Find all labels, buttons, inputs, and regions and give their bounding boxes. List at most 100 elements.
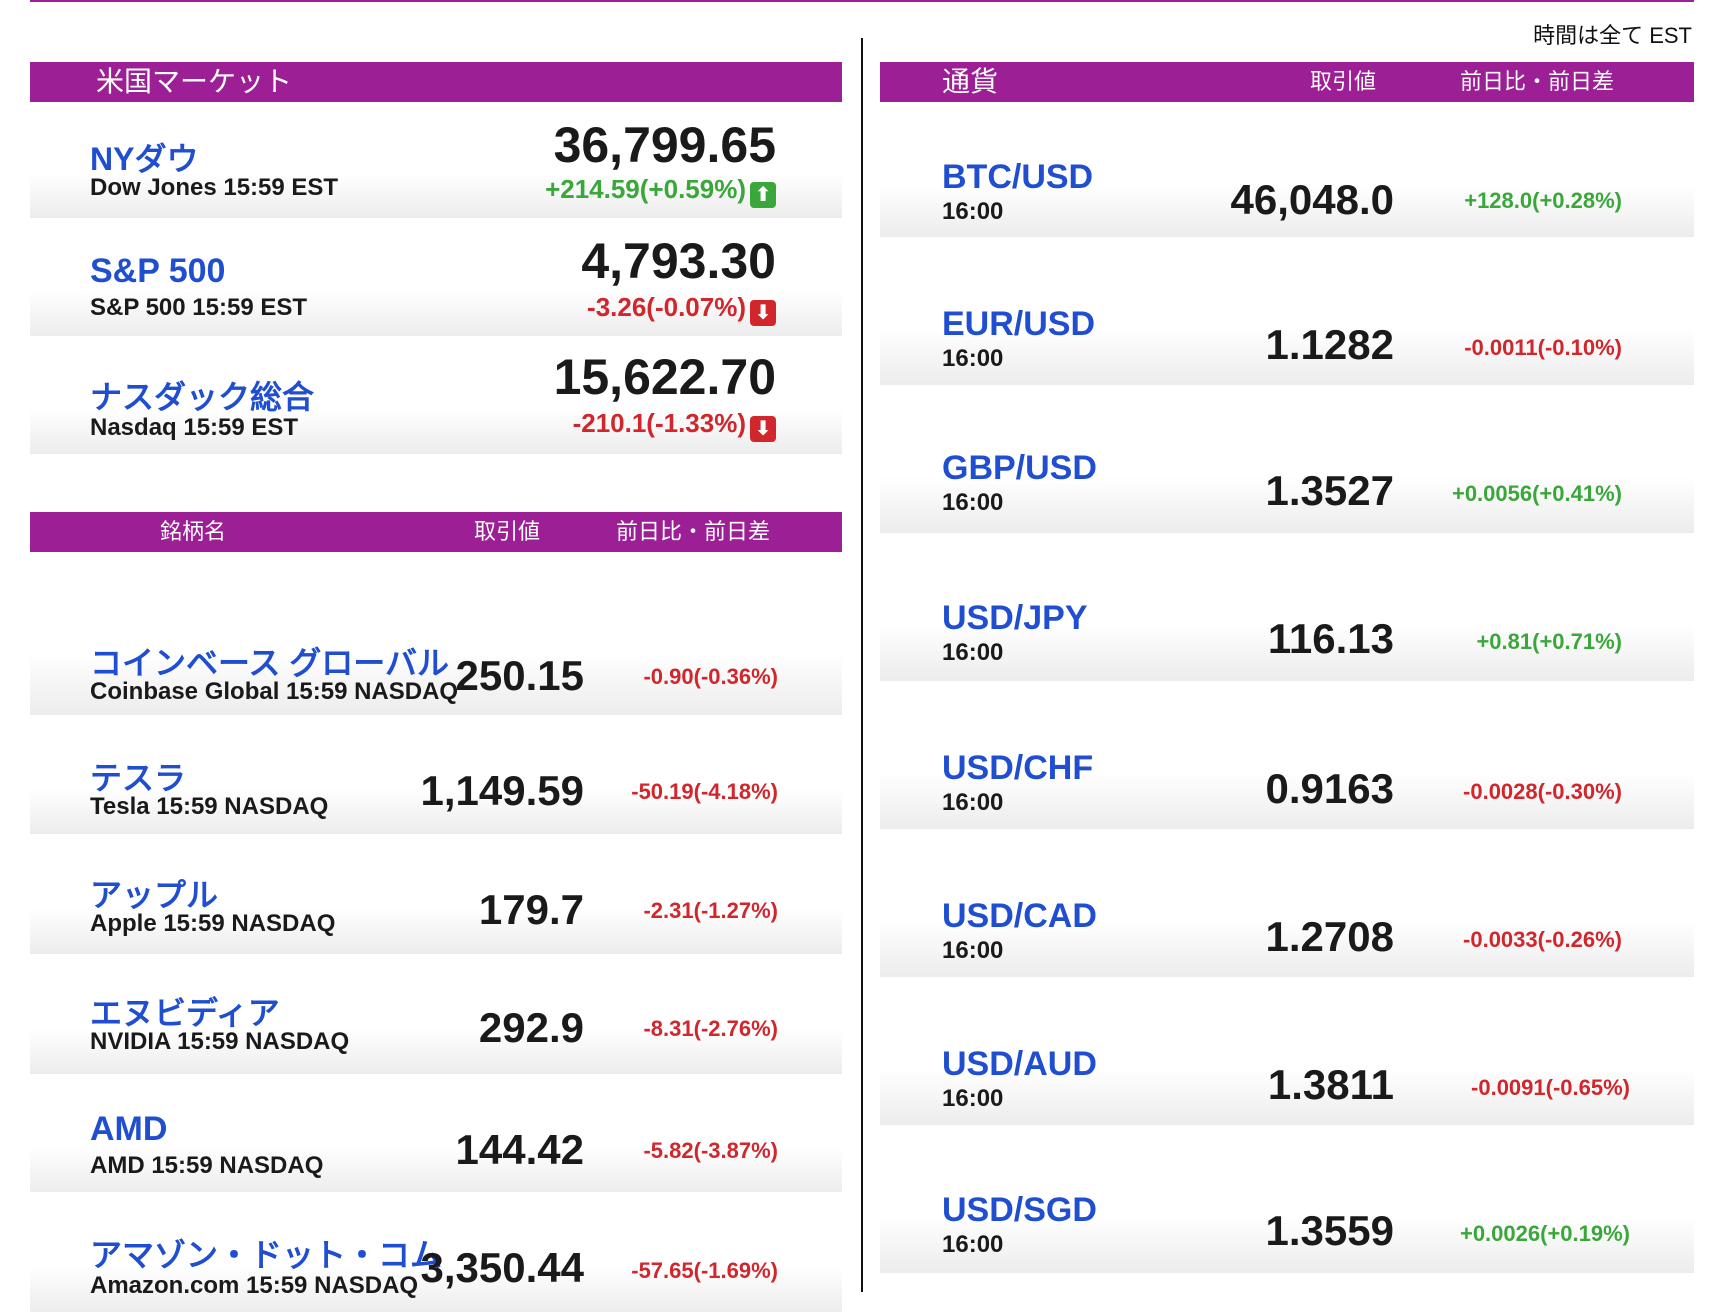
stock-name[interactable]: AMD <box>90 1110 168 1148</box>
currency-header-value: 取引値 <box>1310 69 1377 94</box>
index-sub: S&P 500 15:59 EST <box>90 294 308 321</box>
currency-time: 16:00 <box>942 639 1004 666</box>
currency-value: 0.9163 <box>1265 765 1394 812</box>
currency-row[interactable]: USD/CAD 16:00 1.2708 -0.0033(-0.26%) <box>880 829 1694 977</box>
arrow-down-icon: ⬇ <box>750 416 776 442</box>
currency-pair[interactable]: GBP/USD <box>942 449 1097 487</box>
index-change: -210.1(-1.33%) ⬇ <box>573 408 776 442</box>
index-name[interactable]: ナスダック総合 <box>90 379 315 415</box>
stock-row[interactable]: AMD AMD 15:59 NASDAQ 144.42 -5.82(-3.87%… <box>30 1074 842 1192</box>
currency-pair[interactable]: USD/AUD <box>942 1045 1097 1083</box>
stock-value: 3,350.44 <box>420 1244 585 1291</box>
stock-sub: Coinbase Global 15:59 NASDAQ <box>90 678 459 705</box>
index-value: 15,622.70 <box>553 349 776 405</box>
currency-change: +0.81(+0.71%) <box>1476 629 1622 654</box>
stock-sub: Amazon.com 15:59 NASDAQ <box>90 1272 419 1299</box>
index-sub: Nasdaq 15:59 EST <box>90 414 299 441</box>
top-rule <box>30 0 1694 2</box>
stock-sub: AMD 15:59 NASDAQ <box>90 1152 324 1179</box>
currency-header-name: 通貨 <box>942 66 999 97</box>
stocks-header-name: 銘柄名 <box>160 519 227 544</box>
stock-change: -2.31(-1.27%) <box>643 898 778 923</box>
currency-change: +0.0026(+0.19%) <box>1459 1221 1630 1246</box>
currency-time: 16:00 <box>942 937 1004 964</box>
currency-row[interactable]: USD/CHF 16:00 0.9163 -0.0028(-0.30%) <box>880 681 1694 829</box>
stock-name[interactable]: アップル <box>90 877 219 913</box>
us-market-header: 米国マーケット <box>30 62 842 102</box>
currency-row[interactable]: USD/JPY 16:00 116.13 +0.81(+0.71%) <box>880 533 1694 681</box>
index-change: -3.26(-0.07%) ⬇ <box>587 292 776 326</box>
currency-row[interactable]: USD/AUD 16:00 1.3811 -0.0091(-0.65%) <box>880 977 1694 1125</box>
currency-pair[interactable]: USD/JPY <box>942 599 1088 637</box>
currency-row[interactable]: BTC/USD 16:00 46,048.0 +128.0(+0.28%) <box>880 102 1694 237</box>
currency-row[interactable]: GBP/USD 16:00 1.3527 +0.0056(+0.41%) <box>880 385 1694 533</box>
stocks-header-change: 前日比・前日差 <box>616 519 771 544</box>
currency-value: 1.3811 <box>1267 1061 1394 1108</box>
stock-change: -57.65(-1.69%) <box>631 1258 778 1283</box>
stock-name[interactable]: アマゾン・ドット・コム <box>90 1237 443 1273</box>
index-value: 36,799.65 <box>553 117 776 173</box>
stock-change: -8.31(-2.76%) <box>643 1016 778 1041</box>
stock-row[interactable]: アップル Apple 15:59 NASDAQ 179.7 -2.31(-1.2… <box>30 834 842 954</box>
us-market-title: 米国マーケット <box>96 66 293 97</box>
currency-value: 1.3559 <box>1265 1207 1394 1254</box>
column-divider <box>861 38 863 1292</box>
currency-change: -0.0091(-0.65%) <box>1471 1075 1630 1100</box>
stock-value: 250.15 <box>455 652 584 699</box>
currency-pair[interactable]: BTC/USD <box>942 158 1094 196</box>
stock-value: 1,149.59 <box>420 767 585 814</box>
currency-time: 16:00 <box>942 1231 1004 1258</box>
index-name[interactable]: S&P 500 <box>90 252 226 290</box>
index-sub: Dow Jones 15:59 EST <box>90 174 339 201</box>
currency-time: 16:00 <box>942 1085 1004 1112</box>
arrow-up-icon: ⬆ <box>750 182 776 208</box>
stock-value: 292.9 <box>478 1004 584 1051</box>
currency-time: 16:00 <box>942 345 1004 372</box>
currency-time: 16:00 <box>942 789 1004 816</box>
currency-value: 46,048.0 <box>1230 176 1395 223</box>
stock-name[interactable]: テスラ <box>90 760 187 796</box>
currency-panel: 通貨 取引値 前日比・前日差 BTC/USD 16:00 46,048.0 +1… <box>880 62 1694 1273</box>
stock-sub: Apple 15:59 NASDAQ <box>90 910 336 937</box>
index-change: +214.59(+0.59%) ⬆ <box>545 174 776 208</box>
stocks-panel: 銘柄名 取引値 前日比・前日差 コインベース グローバル Coinbase Gl… <box>30 512 842 1312</box>
currency-value: 1.2708 <box>1265 913 1394 960</box>
currency-change: -0.0033(-0.26%) <box>1463 927 1622 952</box>
currency-change: -0.0028(-0.30%) <box>1463 779 1622 804</box>
stock-value: 179.7 <box>478 886 584 933</box>
index-row[interactable]: ナスダック総合 Nasdaq 15:59 EST 15,622.70 -210.… <box>30 336 842 454</box>
currency-pair[interactable]: EUR/USD <box>942 305 1096 343</box>
index-row[interactable]: S&P 500 S&P 500 15:59 EST 4,793.30 -3.26… <box>30 218 842 336</box>
stock-row[interactable]: コインベース グローバル Coinbase Global 15:59 NASDA… <box>30 552 842 715</box>
index-row[interactable]: NYダウ Dow Jones 15:59 EST 36,799.65 +214.… <box>30 102 842 218</box>
index-name[interactable]: NYダウ <box>90 141 199 177</box>
timezone-note: 時間は全て EST <box>1533 23 1692 48</box>
currency-row[interactable]: EUR/USD 16:00 1.1282 -0.0011(-0.10%) <box>880 237 1694 385</box>
us-market-panel: 米国マーケット NYダウ Dow Jones 15:59 EST 36,799.… <box>30 62 842 454</box>
currency-time: 16:00 <box>942 198 1004 225</box>
stock-change: -5.82(-3.87%) <box>643 1138 778 1163</box>
stock-row[interactable]: テスラ Tesla 15:59 NASDAQ 1,149.59 -50.19(-… <box>30 715 842 834</box>
stock-row[interactable]: エヌビディア NVIDIA 15:59 NASDAQ 292.9 -8.31(-… <box>30 954 842 1074</box>
stock-name[interactable]: コインベース グローバル <box>90 645 449 681</box>
stock-change: -0.90(-0.36%) <box>643 664 778 689</box>
currency-pair[interactable]: USD/SGD <box>942 1191 1097 1229</box>
stocks-header-value: 取引値 <box>474 519 541 544</box>
currency-pair[interactable]: USD/CHF <box>942 749 1094 787</box>
arrow-down-icon: ⬇ <box>750 300 776 326</box>
stock-name[interactable]: エヌビディア <box>90 995 280 1031</box>
currency-value: 1.3527 <box>1265 467 1394 514</box>
stocks-header: 銘柄名 取引値 前日比・前日差 <box>30 512 842 552</box>
stock-row[interactable]: アマゾン・ドット・コム Amazon.com 15:59 NASDAQ 3,35… <box>30 1192 842 1312</box>
currency-row[interactable]: USD/SGD 16:00 1.3559 +0.0026(+0.19%) <box>880 1125 1694 1273</box>
currency-value: 1.1282 <box>1265 321 1394 368</box>
currency-header-change: 前日比・前日差 <box>1460 69 1615 94</box>
currency-time: 16:00 <box>942 489 1004 516</box>
currency-change: -0.0011(-0.10%) <box>1464 335 1622 360</box>
currency-value: 116.13 <box>1267 615 1394 662</box>
currency-change: +128.0(+0.28%) <box>1464 188 1622 213</box>
stock-sub: Tesla 15:59 NASDAQ <box>90 793 329 820</box>
stock-sub: NVIDIA 15:59 NASDAQ <box>90 1028 350 1055</box>
index-value: 4,793.30 <box>581 233 776 289</box>
currency-pair[interactable]: USD/CAD <box>942 897 1097 935</box>
